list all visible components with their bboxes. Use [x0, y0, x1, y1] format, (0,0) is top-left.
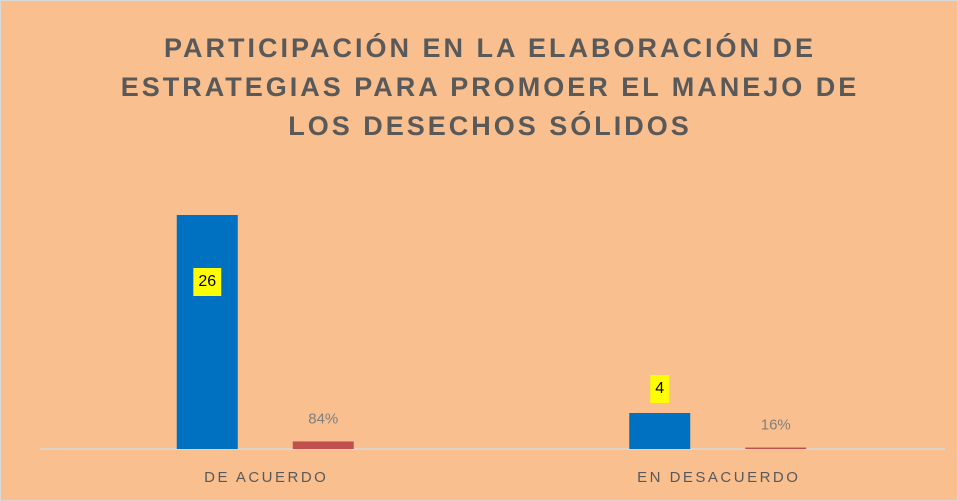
value-label: 84%	[308, 410, 338, 427]
value-label: 16%	[761, 417, 791, 434]
bar	[745, 447, 807, 449]
chart-title: LOS DESECHOS SÓLIDOS	[288, 110, 692, 141]
value-label-box	[650, 375, 670, 403]
chart-title: ESTRATEGIAS PARA PROMOER EL MANEJO DE	[121, 72, 860, 102]
chart-title: PARTICIPACIÓN EN LA ELABORACIÓN DE	[164, 32, 816, 63]
x-tick-label: DE ACUERDO	[204, 469, 328, 486]
bar	[292, 441, 354, 449]
bar	[176, 215, 238, 449]
bar	[629, 413, 691, 449]
x-tick-label: EN DESACUERDO	[637, 469, 800, 486]
value-label-box	[193, 268, 222, 296]
value-label: 4	[655, 380, 664, 397]
value-label: 26	[198, 273, 216, 290]
